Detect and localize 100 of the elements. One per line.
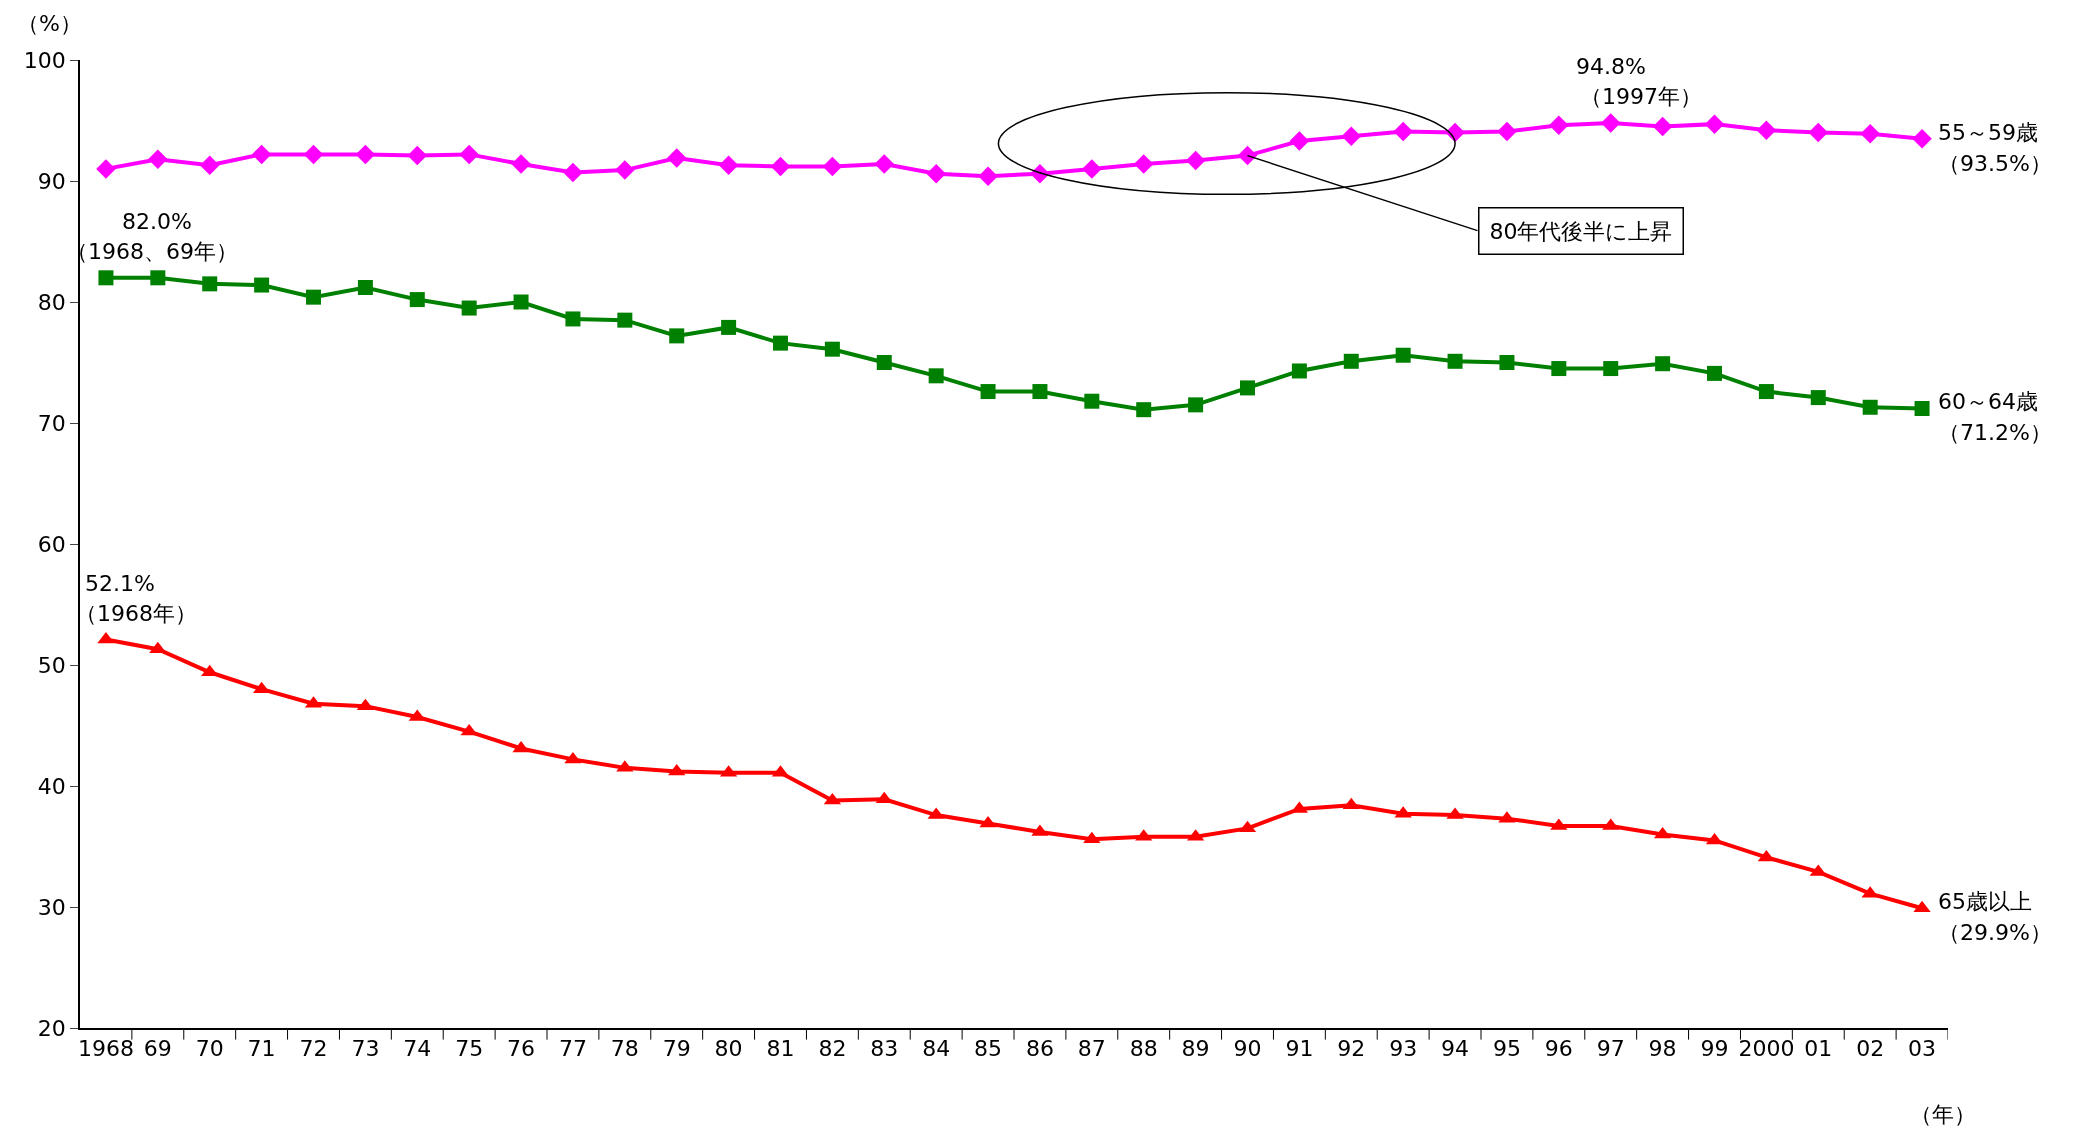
point — [1551, 361, 1567, 377]
x-tick-label: 86 — [1025, 1036, 1054, 1062]
x-tick-label: 01 — [1804, 1036, 1833, 1062]
point — [1393, 121, 1413, 142]
point — [409, 292, 425, 308]
x-tick-label: 87 — [1077, 1036, 1106, 1062]
annotation: 94.8% — [1576, 54, 1646, 79]
point — [1652, 116, 1673, 137]
point — [1447, 353, 1463, 369]
point — [512, 740, 530, 753]
point — [1808, 122, 1829, 143]
point — [1082, 159, 1102, 179]
point — [928, 368, 944, 384]
point — [1600, 113, 1621, 133]
point — [565, 311, 581, 327]
point — [876, 355, 892, 370]
point — [824, 341, 840, 357]
x-tick-label: 03 — [1908, 1036, 1937, 1062]
y-tick-label: 70 — [37, 410, 66, 436]
y-tick-label: 50 — [37, 652, 66, 678]
point — [149, 641, 167, 654]
point — [1395, 347, 1411, 363]
annotation: （1968年） — [75, 601, 197, 626]
x-tick-label: 70 — [195, 1036, 224, 1062]
y-tick-label: 80 — [37, 289, 66, 315]
x-tick-label: 89 — [1181, 1036, 1210, 1062]
x-tick-label: 73 — [351, 1036, 380, 1062]
point — [1549, 115, 1569, 136]
y-tick-label: 100 — [23, 47, 66, 73]
y-tick-label: 20 — [37, 1015, 66, 1041]
point — [1342, 797, 1360, 810]
y-tick-label: 40 — [37, 773, 66, 799]
point — [461, 300, 477, 316]
point — [1860, 124, 1880, 144]
point — [978, 166, 998, 186]
point — [148, 149, 168, 169]
annotation: 82.0% — [122, 209, 192, 234]
series-label: 65歳以上 — [1938, 889, 2032, 914]
annotation: （29.9%） — [1938, 920, 2052, 945]
series-label: 55～59歳 — [1938, 120, 2038, 145]
x-axis-title: （年） — [1910, 1102, 1976, 1127]
x-tick-label: 99 — [1700, 1036, 1729, 1062]
annotation: （93.5%） — [1938, 151, 2052, 176]
point — [303, 144, 324, 165]
x-tick-label: 69 — [143, 1036, 172, 1062]
point — [669, 328, 685, 344]
annotation: （71.2%） — [1938, 420, 2052, 445]
point — [563, 162, 583, 183]
point — [1655, 356, 1671, 372]
point — [357, 279, 373, 295]
x-tick-label: 81 — [766, 1036, 795, 1062]
annotation: 80年代後半に上昇 — [1489, 218, 1673, 244]
point — [874, 154, 895, 174]
point — [511, 154, 531, 174]
point — [773, 335, 788, 351]
point — [407, 145, 428, 166]
point — [1912, 128, 1932, 149]
point — [98, 270, 114, 286]
point — [617, 312, 633, 328]
point — [1707, 365, 1722, 381]
point — [1756, 120, 1777, 140]
point — [980, 384, 996, 400]
series-label: 60～64歳 — [1938, 389, 2038, 414]
point — [1136, 402, 1152, 418]
annotation: 52.1% — [85, 571, 155, 596]
annotation: （1968、69年） — [66, 239, 238, 264]
point — [822, 156, 843, 177]
point — [1188, 397, 1204, 413]
point — [668, 763, 686, 776]
point — [1240, 380, 1255, 396]
point — [1032, 384, 1048, 400]
point — [513, 294, 529, 310]
x-tick-label: 96 — [1544, 1036, 1573, 1062]
point — [1291, 363, 1307, 379]
point — [770, 156, 791, 177]
x-tick-label: 90 — [1233, 1036, 1262, 1062]
point — [1289, 131, 1310, 151]
point — [1343, 353, 1359, 369]
x-tick-label: 1968 — [77, 1036, 134, 1062]
x-tick-label: 93 — [1389, 1036, 1418, 1062]
point — [1914, 400, 1930, 416]
point — [1499, 355, 1515, 370]
y-axis-title: （%） — [17, 11, 82, 36]
x-tick-label: 85 — [974, 1036, 1003, 1062]
x-tick-label: 2000 — [1738, 1036, 1795, 1062]
x-tick-label: 72 — [299, 1036, 328, 1062]
point — [721, 319, 737, 335]
point — [254, 277, 270, 293]
x-tick-label: 94 — [1441, 1036, 1470, 1062]
x-tick-label: 83 — [870, 1036, 899, 1062]
x-tick-label: 98 — [1648, 1036, 1677, 1062]
point — [1603, 361, 1619, 377]
annotation: （1997年） — [1580, 84, 1702, 109]
point — [564, 751, 582, 764]
x-tick-label: 74 — [403, 1036, 432, 1062]
point — [1497, 121, 1517, 142]
point — [306, 289, 321, 305]
point — [718, 155, 739, 176]
point — [1810, 390, 1826, 406]
point — [96, 159, 116, 179]
